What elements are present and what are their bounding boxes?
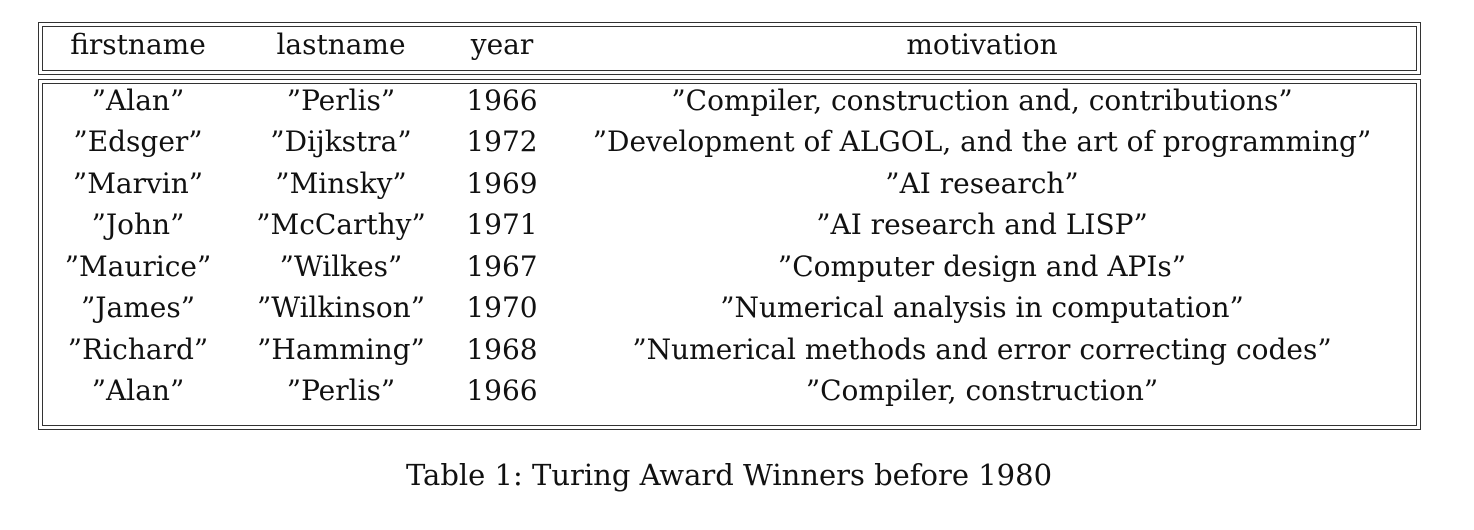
table-row: ”Alan” ”Perlis” 1966 ”Compiler, construc… <box>0 371 1474 411</box>
column-header-firstname: firstname <box>70 28 206 61</box>
table-row: ”James” ”Wilkinson” 1970 ”Numerical anal… <box>0 288 1474 328</box>
cell-lastname: ”Perlis” <box>286 84 396 117</box>
cell-year: 1972 <box>466 125 538 158</box>
cell-year: 1967 <box>466 250 538 283</box>
cell-year: 1970 <box>466 291 538 324</box>
cell-lastname: ”Hamming” <box>257 333 425 366</box>
cell-firstname: ”Marvin” <box>72 167 204 200</box>
cell-motivation: ”Numerical methods and error correcting … <box>632 333 1332 366</box>
cell-firstname: ”James” <box>80 291 196 324</box>
cell-motivation: ”Computer design and APIs” <box>777 250 1187 283</box>
column-header-motivation: motivation <box>906 28 1058 61</box>
cell-motivation: ”AI research and LISP” <box>816 208 1148 241</box>
table-body-border <box>38 79 1421 430</box>
table-row: ”Edsger” ”Dijkstra” 1972 ”Development of… <box>0 122 1474 162</box>
table-row: ”John” ”McCarthy” 1971 ”AI research and … <box>0 205 1474 245</box>
cell-lastname: ”McCarthy” <box>256 208 426 241</box>
table-caption: Table 1: Turing Award Winners before 198… <box>405 458 1053 492</box>
table-header-border <box>38 22 1421 75</box>
table-row: ”Marvin” ”Minsky” 1969 ”AI research” <box>0 164 1474 204</box>
cell-lastname: ”Wilkes” <box>279 250 403 283</box>
cell-firstname: ”Alan” <box>91 84 185 117</box>
table-row: ”Maurice” ”Wilkes” 1967 ”Computer design… <box>0 247 1474 287</box>
table-body-inner-border <box>42 83 1417 426</box>
cell-motivation: ”AI research” <box>885 167 1079 200</box>
cell-firstname: ”Edsger” <box>73 125 203 158</box>
table-header-inner-border <box>42 26 1417 71</box>
cell-motivation: ”Numerical analysis in computation” <box>720 291 1244 324</box>
table-row: ”Alan” ”Perlis” 1966 ”Compiler, construc… <box>0 81 1474 121</box>
cell-lastname: ”Minsky” <box>275 167 407 200</box>
cell-year: 1966 <box>466 84 538 117</box>
cell-lastname: ”Wilkinson” <box>256 291 426 324</box>
cell-motivation: ”Compiler, construction and, contributio… <box>671 84 1293 117</box>
cell-firstname: ”Richard” <box>67 333 209 366</box>
cell-lastname: ”Perlis” <box>286 374 396 407</box>
cell-year: 1969 <box>466 167 538 200</box>
table-row: ”Richard” ”Hamming” 1968 ”Numerical meth… <box>0 330 1474 370</box>
cell-year: 1971 <box>466 208 538 241</box>
cell-motivation: ”Development of ALGOL, and the art of pr… <box>592 125 1372 158</box>
cell-year: 1966 <box>466 374 538 407</box>
cell-lastname: ”Dijkstra” <box>270 125 412 158</box>
cell-motivation: ”Compiler, construction” <box>805 374 1159 407</box>
column-header-year: year <box>470 28 534 61</box>
cell-year: 1968 <box>466 333 538 366</box>
cell-firstname: ”Maurice” <box>64 250 212 283</box>
column-header-lastname: lastname <box>276 28 406 61</box>
cell-firstname: ”Alan” <box>91 374 185 407</box>
table-header-row: firstname lastname year motivation <box>0 25 1474 65</box>
cell-firstname: ”John” <box>91 208 185 241</box>
